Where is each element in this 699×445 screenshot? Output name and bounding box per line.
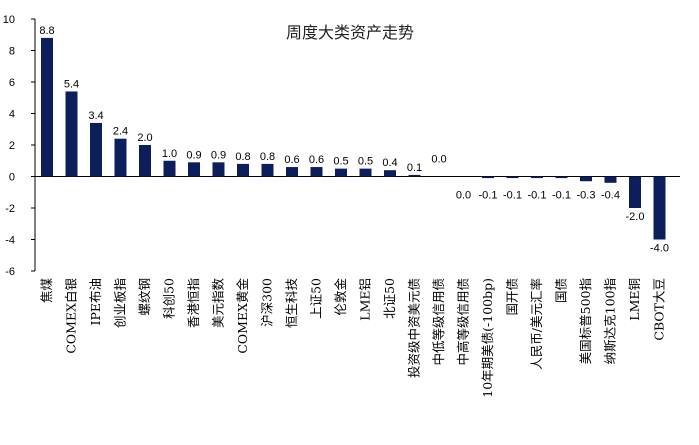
data-label: 0.5 (358, 156, 373, 168)
bar (261, 163, 274, 177)
data-label: 0.9 (186, 149, 201, 161)
bar (310, 167, 323, 177)
category-label: 中低等级信用债 (431, 278, 446, 366)
y-tick-label: 10 (3, 14, 15, 26)
data-label: 0.0 (456, 190, 471, 202)
y-tick-label: 0 (9, 172, 15, 184)
y-tick-label: 2 (9, 140, 15, 152)
category-label: IPE布油 (88, 278, 103, 325)
bar (41, 37, 53, 177)
category-label: 国债 (554, 278, 569, 303)
data-label: 0.6 (309, 154, 324, 166)
category-label: 香港恒指 (186, 278, 201, 328)
data-label: 0.8 (235, 151, 250, 163)
data-label: 0.0 (431, 154, 446, 166)
y-tick-label: -4 (5, 235, 15, 247)
bar (163, 160, 176, 177)
data-label: 5.4 (64, 78, 79, 90)
category-label: 美国标普500指 (578, 278, 593, 364)
bar (114, 138, 127, 177)
data-label: -0.3 (577, 190, 596, 202)
category-labels: 焦煤 COMEX白银 IPE布油 创业板指 螺纹钢 科创50 香港恒指 美元指数 COMEX黄金… (39, 278, 667, 398)
data-label: 0.4 (382, 157, 397, 169)
bar (188, 162, 200, 177)
data-label: 0.9 (211, 149, 226, 161)
data-label: 1.0 (162, 148, 177, 160)
y-tick-label: -2 (5, 203, 15, 215)
bars (41, 37, 666, 240)
data-label: 2.4 (113, 126, 128, 138)
category-label: 上证50 (309, 278, 324, 319)
data-label: -2.0 (626, 211, 645, 223)
category-label: 美元指数 (211, 278, 226, 329)
data-label: 8.8 (39, 25, 54, 37)
data-label: 3.4 (88, 110, 103, 122)
category-label: 科创50 (162, 278, 177, 319)
bar (580, 176, 592, 182)
category-label: 螺纹钢 (137, 278, 152, 316)
bar (408, 174, 421, 177)
data-label: -0.1 (503, 190, 522, 202)
category-label: LME铜 (627, 278, 642, 321)
category-label: 恒生科技 (284, 278, 299, 329)
category-label: COMEX黄金 (235, 278, 250, 354)
data-label: 0.5 (333, 156, 348, 168)
bar (335, 168, 347, 177)
category-label: 创业板指 (113, 278, 128, 328)
data-label: 2.0 (137, 132, 152, 144)
category-label: CBOT大豆 (652, 278, 667, 341)
data-label: -4.0 (650, 243, 669, 255)
category-label: 沪深300 (260, 278, 275, 327)
category-label: 10年期美债(-100bp) (480, 278, 495, 398)
category-label: 纳斯达克100指 (603, 278, 618, 364)
bar (629, 176, 641, 208)
y-tick-label: 8 (9, 46, 15, 58)
category-label: 北证50 (382, 278, 397, 319)
data-label: -0.1 (479, 190, 498, 202)
category-label: COMEX白银 (64, 278, 79, 354)
category-label: 焦煤 (39, 278, 54, 304)
y-tick-label: 4 (9, 109, 15, 121)
category-label: 投资级中资美元债 (407, 278, 422, 378)
category-label: 伦敦金 (333, 278, 348, 316)
category-label: 国开债 (505, 278, 520, 316)
bar (65, 91, 78, 177)
chart-title: 周度大类资产走势 (286, 23, 414, 42)
data-label: -0.1 (552, 190, 571, 202)
bar (531, 176, 543, 179)
axes: 10 8 6 4 2 0 -2 -4 -6 (3, 14, 680, 278)
data-labels: 8.8 5.4 3.4 2.4 2.0 1.0 0.9 0.9 0.8 0.8 0.6 0.6 0.5 0… (39, 25, 669, 255)
bar (506, 176, 519, 179)
bar (90, 122, 102, 177)
category-label: 中高等级信用债 (456, 278, 471, 366)
bar (212, 162, 225, 177)
data-label: 0.8 (260, 151, 275, 163)
category-label: 人民币/美元汇率 (529, 278, 544, 370)
data-label: 0.6 (284, 154, 299, 166)
bar (604, 176, 617, 183)
bar (482, 176, 494, 179)
y-tick-label: 6 (9, 77, 15, 89)
bar (286, 167, 298, 177)
data-label: 0.1 (407, 162, 422, 174)
data-label: -0.1 (528, 190, 547, 202)
bar (139, 145, 151, 177)
bar (653, 176, 666, 240)
category-label: LME铝 (358, 278, 373, 321)
bar (555, 176, 568, 179)
bar (384, 170, 396, 177)
data-label: -0.4 (601, 190, 620, 202)
bar (359, 168, 372, 177)
y-tick-label: -6 (5, 266, 15, 278)
bar (237, 163, 249, 177)
